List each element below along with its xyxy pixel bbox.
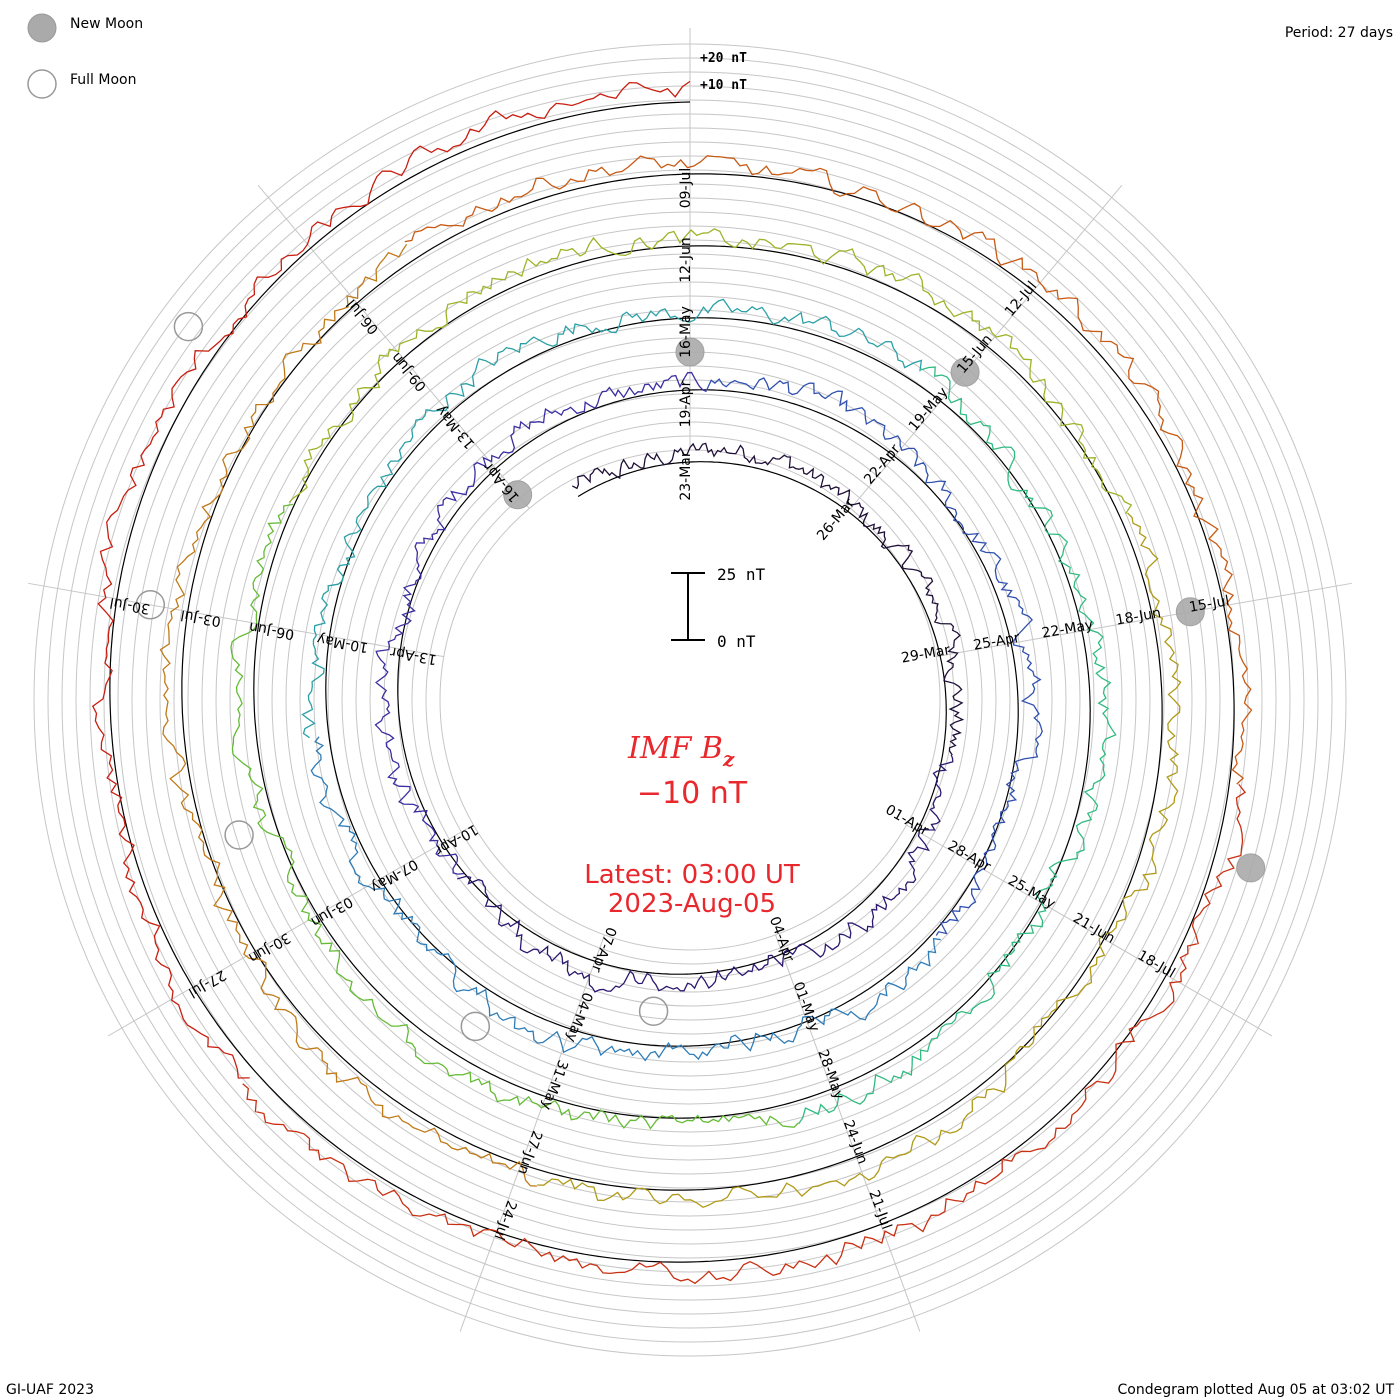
date-label: 10-May	[316, 630, 370, 655]
latest-time: Latest: 03:00 UT	[584, 860, 800, 890]
scale-bar-bottom-label: 0 nT	[717, 632, 756, 651]
date-label: 27-Jun	[514, 1128, 545, 1176]
bz-trace-segment	[374, 371, 707, 875]
date-label: 04-Apr	[766, 915, 797, 965]
full-moon-marker	[173, 311, 204, 342]
bz-trace-segment	[310, 736, 941, 1062]
labels-layer: 23-Mar26-Mar29-Mar01-Apr04-Apr07-Apr10-A…	[109, 168, 1231, 1242]
zero-reference-spiral	[109, 101, 1235, 1263]
moons-layer	[135, 311, 1266, 1042]
grid-layer	[28, 28, 1352, 1357]
date-label: 28-Apr	[945, 838, 994, 875]
bz-trace-segment	[706, 377, 1043, 936]
date-label: 25-Apr	[972, 630, 1021, 654]
date-label: 29-Mar	[900, 642, 952, 666]
bz-trace-segment	[572, 442, 965, 756]
date-label: 22-May	[1041, 617, 1095, 642]
new-moon-marker	[1175, 597, 1205, 627]
date-label: 03-Jul	[179, 606, 222, 629]
threshold-value: −10 nT	[637, 776, 748, 811]
grid-spoke	[257, 184, 530, 509]
bz-trace-segment	[230, 503, 799, 1130]
bz-trace-segment	[242, 783, 1247, 1285]
bz-trace-segment	[288, 228, 1133, 515]
full-moon-marker	[135, 590, 166, 620]
footer-left: GI-UAF 2023	[6, 1382, 94, 1398]
grid-spoke	[936, 582, 1352, 658]
date-label: 09-Jul	[678, 168, 694, 209]
date-label: 01-Apr	[883, 802, 932, 839]
grid-spoke	[107, 824, 474, 1037]
new-moon-legend-icon	[27, 13, 57, 43]
date-label: 10-Apr	[432, 821, 481, 858]
full-moon-marker	[638, 996, 669, 1026]
grid-spoke	[850, 184, 1123, 509]
date-label: 16-May	[678, 306, 694, 358]
date-label: 07-May	[368, 856, 421, 896]
grid-spoke	[28, 582, 444, 658]
date-label: 21-Jul	[865, 1188, 894, 1232]
ring-label-20nt: +20 nT	[700, 51, 747, 66]
new-moon-marker	[675, 337, 705, 367]
date-label: 13-Apr	[389, 643, 438, 667]
date-label: 24-Jul	[491, 1198, 520, 1242]
scale-bar: 25 nT 0 nT	[671, 565, 766, 651]
date-label: 21-Jun	[1070, 910, 1117, 947]
grid-spoke	[906, 824, 1273, 1037]
bz-trace-segment	[91, 80, 691, 1079]
new-moon-marker	[950, 357, 980, 387]
date-label: 06-Jun	[248, 619, 296, 643]
date-label: 04-May	[562, 990, 595, 1044]
full-moon-legend-label: Full Moon	[70, 72, 136, 88]
full-moon-marker	[460, 1011, 491, 1042]
latest-date: 2023-Aug-05	[608, 889, 776, 919]
date-label: 15-Jul	[1188, 593, 1231, 616]
period-label: Period: 27 days	[1285, 25, 1393, 41]
scale-bar-top-label: 25 nT	[717, 565, 766, 584]
grid-spoke	[775, 934, 921, 1332]
bz-trace-segment	[537, 512, 1182, 1209]
footer-right: Condegram plotted Aug 05 at 03:02 UT	[1118, 1382, 1395, 1398]
date-label: 18-Jun	[1115, 605, 1163, 629]
traces-layer	[91, 80, 1253, 1285]
grid-spoke	[459, 934, 605, 1332]
bz-trace-segment	[159, 244, 537, 1187]
bz-trace-segment	[404, 155, 1253, 785]
date-label: 30-Jul	[109, 594, 152, 617]
date-label: 27-Jul	[185, 966, 228, 1000]
new-moon-marker	[1236, 853, 1266, 883]
full-moon-marker	[224, 820, 254, 850]
date-label: 13-May	[433, 402, 479, 452]
date-label: 09-Jun	[388, 349, 430, 394]
date-label: 19-Apr	[678, 380, 694, 427]
bz-trace-segment	[798, 366, 1117, 1125]
chart-title: IMF Bz	[627, 731, 735, 771]
full-moon-legend-icon	[27, 69, 57, 99]
date-label: 12-Jun	[678, 237, 694, 283]
bz-trace-segment	[457, 754, 954, 993]
date-label: 23-Mar	[678, 451, 694, 501]
bz-trace-segment	[301, 298, 923, 739]
new-moon-marker	[503, 480, 533, 510]
new-moon-legend-label: New Moon	[70, 16, 143, 32]
ring-label-10nt: +10 nT	[700, 78, 747, 93]
date-label: 12-Jul	[1002, 278, 1040, 319]
